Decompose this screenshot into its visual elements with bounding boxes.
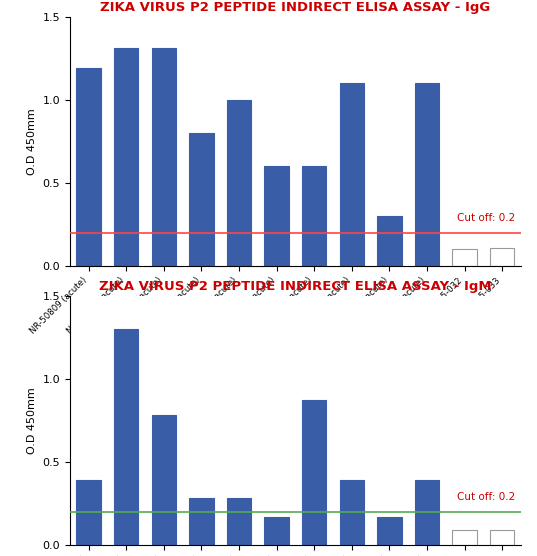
Title: ZIKA VIRUS P2 PEPTIDE INDIRECT ELISA ASSAY - IgG: ZIKA VIRUS P2 PEPTIDE INDIRECT ELISA ASS… bbox=[100, 1, 490, 14]
Bar bbox=[490, 530, 514, 545]
Bar bbox=[302, 166, 326, 266]
Bar bbox=[264, 517, 289, 545]
Text: Cut off: 0.2: Cut off: 0.2 bbox=[457, 212, 515, 222]
Bar bbox=[189, 498, 214, 545]
Bar bbox=[227, 100, 251, 266]
Text: patients: patients bbox=[234, 395, 282, 409]
Bar bbox=[415, 83, 439, 266]
Bar bbox=[114, 48, 139, 266]
Y-axis label: O.D 450mm: O.D 450mm bbox=[27, 108, 37, 175]
Bar bbox=[151, 48, 176, 266]
Bar bbox=[339, 480, 364, 545]
Bar bbox=[452, 530, 477, 545]
Bar bbox=[415, 480, 439, 545]
Bar bbox=[151, 415, 176, 545]
Bar bbox=[377, 216, 402, 266]
Bar bbox=[189, 133, 214, 266]
Bar bbox=[377, 517, 402, 545]
Text: Cut off: 0.2: Cut off: 0.2 bbox=[457, 492, 515, 502]
Bar bbox=[76, 480, 101, 545]
Bar bbox=[227, 498, 251, 545]
Title: ZIKA VIRUS P2 PEPTIDE INDIRECT ELISA ASSAY - IgM: ZIKA VIRUS P2 PEPTIDE INDIRECT ELISA ASS… bbox=[99, 280, 492, 293]
Bar bbox=[490, 247, 514, 266]
Bar bbox=[76, 68, 101, 266]
Y-axis label: O.D 450mm: O.D 450mm bbox=[27, 387, 37, 454]
Bar bbox=[114, 329, 139, 545]
Bar bbox=[264, 166, 289, 266]
Text: NC: NC bbox=[475, 395, 492, 409]
Bar bbox=[339, 83, 364, 266]
Bar bbox=[452, 249, 477, 266]
Bar bbox=[302, 400, 326, 545]
